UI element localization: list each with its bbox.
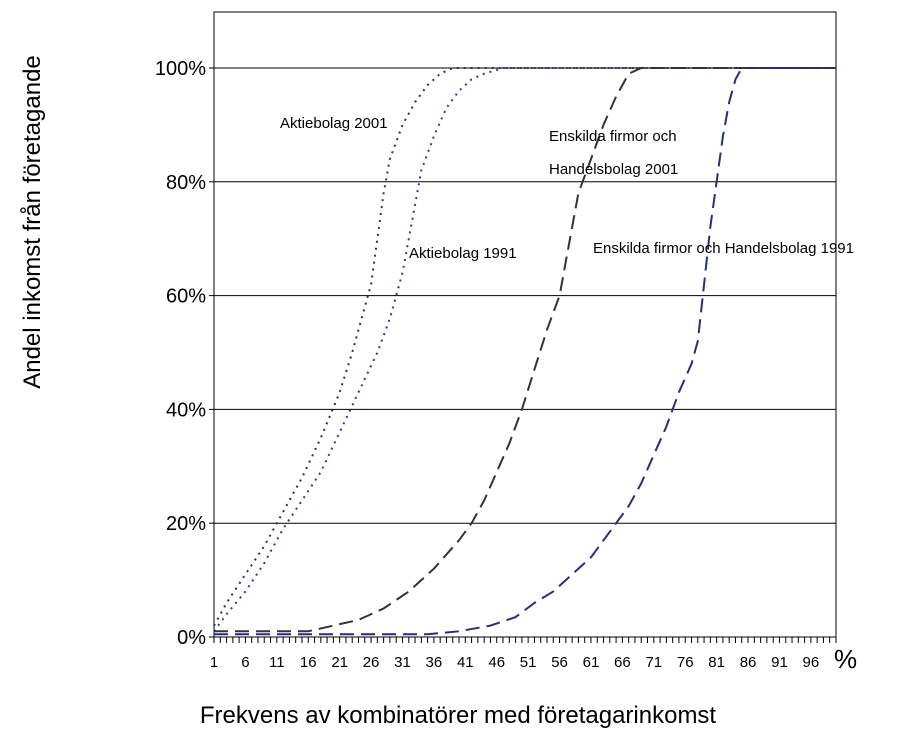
y-tick-label: 60% [166,286,206,308]
y-tick-label: 0% [177,627,206,649]
y-tick-label: 20% [166,513,206,535]
x-tick-label: 96 [803,654,820,671]
grid-lines [209,67,837,643]
x-tick-label: 86 [740,654,757,671]
x-tick-label: 11 [269,654,285,671]
x-tick-label: 71 [645,654,662,671]
x-tick-labels: 1 6 11 16 21 26 31 36 41 46 51 56 61 66 71 76 81 86 91 96 [210,654,819,671]
series-annotations: Aktiebolag 2001 Aktiebolag 1991 Enskilda… [280,115,854,262]
axes [213,11,837,638]
y-tick-labels: 0% 20% 40% 60% 80% 100% [155,58,206,649]
x-tick-label: 91 [771,654,788,671]
y-tick-label: 40% [166,399,206,421]
label-enskilda-1991: Enskilda firmor och Handelsbolag 1991 [593,240,854,257]
label-aktiebolag-1991: Aktiebolag 1991 [409,245,517,262]
x-tick-label: 31 [394,654,411,671]
series-line-1 [213,67,836,632]
series-line-3 [214,67,836,636]
y-axis-title: Andel inkomst från företagande [19,55,46,389]
label-enskilda-2001-line1: Enskilda firmor och [549,128,677,145]
series-lines [213,67,836,636]
x-tick-label: 46 [488,654,505,671]
x-tick-label: 56 [551,654,568,671]
label-enskilda-2001-line2: Handelsbolag 2001 [549,161,678,178]
x-tick-label: 66 [614,654,631,671]
x-tick-label: 16 [300,654,317,671]
x-tick-label: 1 [210,654,218,671]
x-tick-label: 41 [457,654,474,671]
x-tick-label: 36 [426,654,443,671]
y-tick-label: 80% [166,172,206,194]
series-line-2 [214,67,836,633]
x-tick-label: 21 [331,654,348,671]
x-tick-label: 81 [708,654,725,671]
x-tick-label: 26 [363,654,380,671]
x-tick-label: 76 [677,654,694,671]
plot-frame [213,11,837,638]
x-unit-label: % [834,644,857,674]
x-tick-label: 61 [583,654,600,671]
series-line-0 [213,67,836,627]
x-tick-label: 51 [520,654,537,671]
y-tick-label: 100% [155,58,206,80]
x-axis-title: Frekvens av kombinatörer med företagarin… [200,702,717,729]
x-tick-label: 6 [241,654,249,671]
label-aktiebolag-2001: Aktiebolag 2001 [280,115,388,132]
